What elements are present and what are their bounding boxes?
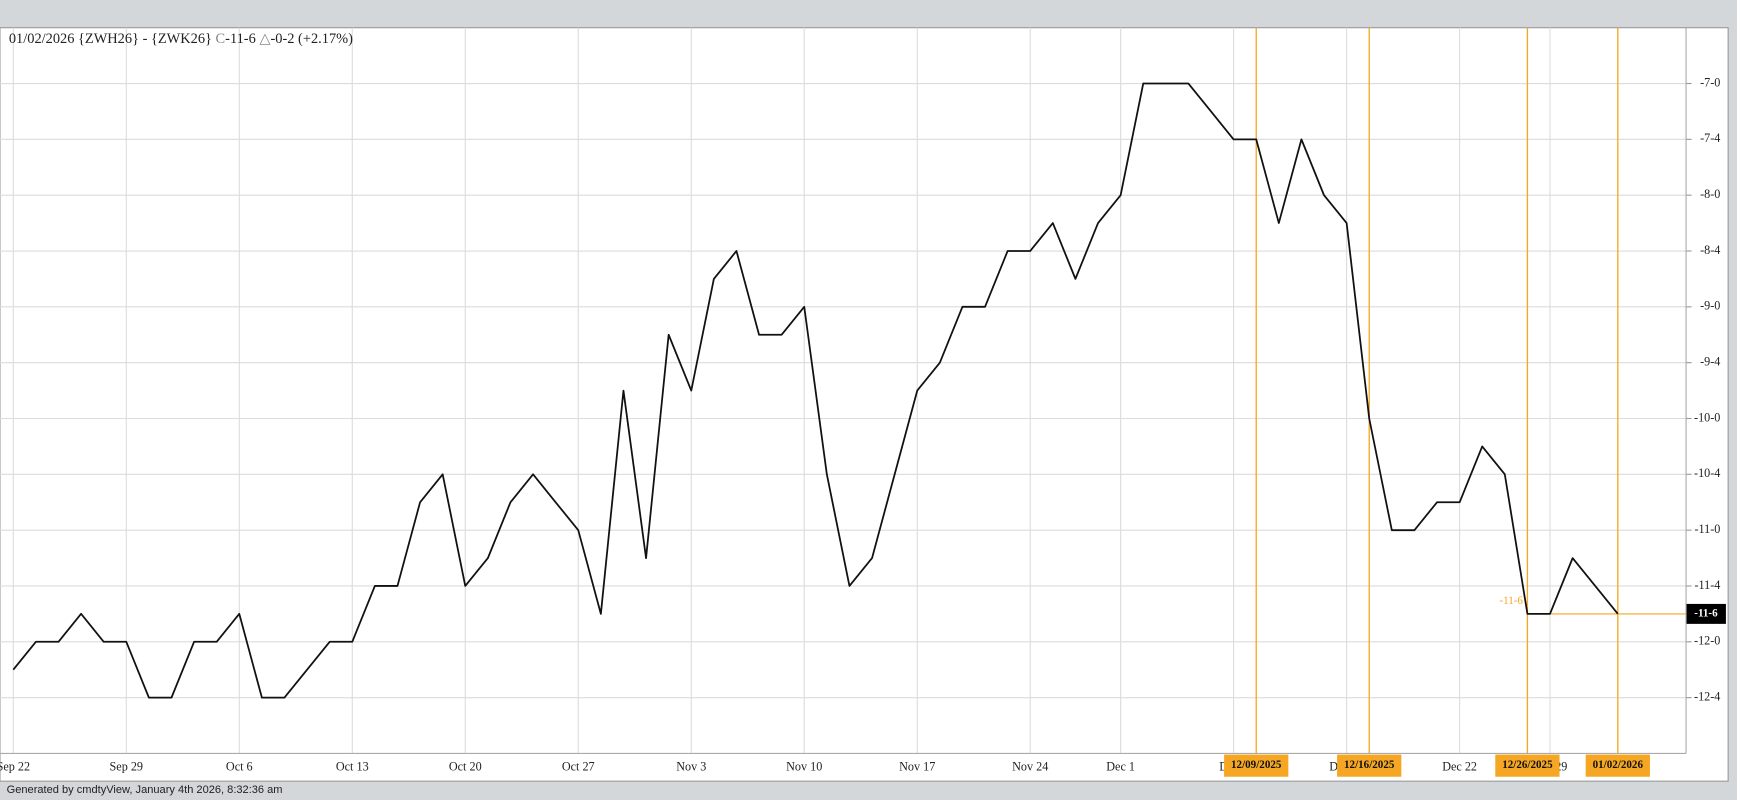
x-tick-label: Oct 20 (449, 760, 482, 774)
marker-badge (1585, 754, 1650, 777)
close-prefix: C (216, 31, 226, 47)
change-percent: (+2.17%) (298, 31, 353, 47)
marker-label: 01/02/2026 (1593, 759, 1644, 771)
x-tick-label: Sep 22 (0, 760, 30, 774)
change-value: -0-2 (270, 31, 294, 47)
last-value-annotation: -11-6 (1499, 595, 1523, 607)
chart-title: 01/02/2026 {ZWH26} - {ZWK26} C-11-6 △-0-… (9, 31, 353, 47)
y-tick-label: -10-4 (1694, 466, 1720, 480)
x-tick-label: Nov 10 (786, 760, 822, 774)
close-value: -11-6 (225, 31, 256, 47)
chart-panel (0, 27, 1729, 782)
marker-label: 12/09/2025 (1231, 759, 1282, 771)
price-line (12, 82, 1619, 699)
x-tick-label: Nov 17 (899, 760, 935, 774)
y-tick-label: -9-0 (1700, 299, 1720, 313)
y-tick-label: -8-4 (1700, 243, 1720, 257)
x-tick-label: Dec 1 (1106, 760, 1135, 774)
footer: Generated by cmdtyView, January 4th 2026… (7, 784, 283, 796)
last-value-label: -11-6 (1694, 607, 1718, 619)
marker-badge (1337, 754, 1402, 777)
y-tick-label: -7-0 (1700, 75, 1720, 89)
x-tick-label: Nov 3 (676, 760, 706, 774)
x-tick-label: Sep 29 (110, 760, 143, 774)
marker-label: 12/26/2025 (1502, 759, 1553, 771)
x-tick-label: Oct 27 (562, 760, 595, 774)
y-tick-label: -11-4 (1694, 578, 1720, 592)
x-tick-label: Oct 13 (336, 760, 369, 774)
x-tick-label: Nov 24 (1012, 760, 1048, 774)
marker-badge (1224, 754, 1289, 777)
x-tick-label: Oct 6 (226, 760, 253, 774)
title-symbol: 01/02/2026 {ZWH26} - {ZWK26} (9, 31, 212, 47)
grid: -7-0 -7-4 -8-0 -8-4 -9-0 -9-4 -10-0 -10-4 -11-0 -… (0, 27, 1720, 774)
y-tick-label: -11-0 (1694, 522, 1720, 536)
y-tick-label: -8-0 (1700, 187, 1720, 201)
change-prefix: △ (259, 31, 270, 47)
y-tick-label: -7-4 (1700, 131, 1720, 145)
last-value-badge (1686, 603, 1726, 624)
y-tick-label: -12-4 (1694, 689, 1720, 703)
marker-label: 12/16/2025 (1344, 759, 1395, 771)
y-tick-label: -9-4 (1700, 354, 1720, 368)
y-tick-label: -10-0 (1694, 410, 1720, 424)
y-tick-label: -12-0 (1694, 634, 1720, 648)
marks: -11-6 -11-6 12/09/2025 12/16/2025 12/26/2025… (12, 27, 1726, 777)
x-tick-label: Dec 22 (1442, 760, 1477, 774)
marker-badge (1495, 754, 1560, 777)
